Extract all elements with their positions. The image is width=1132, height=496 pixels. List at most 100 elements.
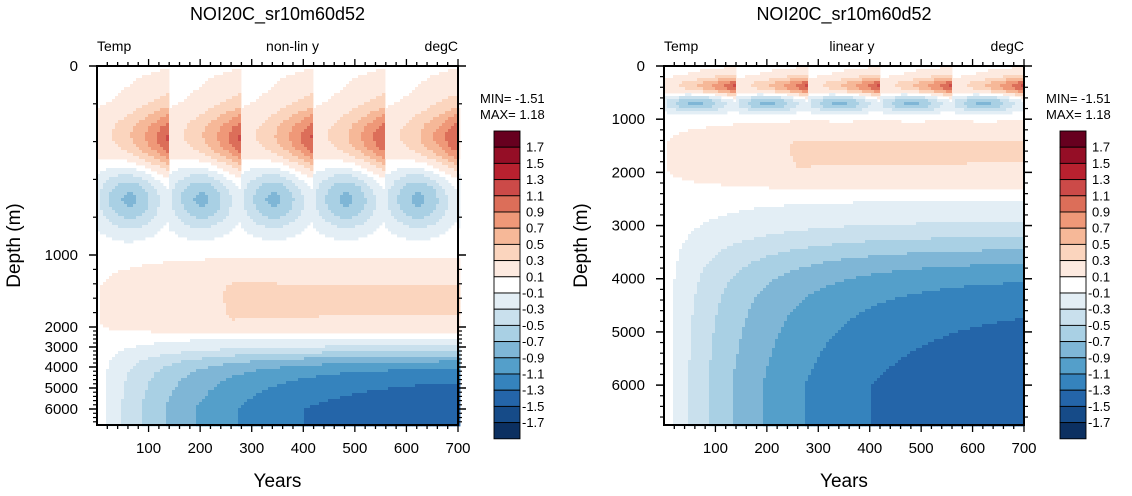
contour-cell: [367, 75, 371, 79]
contour-cell: [301, 207, 305, 211]
contour-cell: [247, 207, 251, 211]
contour-cell: [217, 117, 221, 121]
contour-cell: [364, 153, 368, 157]
contour-cell: [307, 126, 311, 130]
contour-cell: [247, 189, 251, 193]
contour-cell: [301, 210, 305, 214]
contour-cell: [115, 204, 119, 208]
contour-cell: [115, 114, 119, 118]
contour-cell: [373, 171, 377, 175]
contour-cell: [97, 138, 101, 142]
contour-cell: [115, 141, 119, 145]
contour-cell: [340, 141, 344, 145]
contour-cell: [418, 123, 422, 127]
contour-cell: [193, 102, 197, 106]
contour-cell: [235, 105, 239, 109]
contour-cell: [121, 186, 125, 190]
contour-cell: [262, 192, 266, 196]
contour-cell: [97, 144, 101, 148]
contour-cell: [367, 135, 371, 139]
contour-cell: [217, 108, 221, 112]
contour-cell: [160, 108, 164, 112]
contour-cell: [280, 81, 284, 85]
contour-cell: [307, 195, 311, 199]
contour-cell: [421, 174, 425, 178]
contour-cell: [250, 189, 254, 193]
contour-cell: [421, 138, 425, 142]
contour-cell: [214, 210, 218, 214]
contour-cell: [424, 99, 428, 103]
contour-cell: [235, 168, 239, 172]
contour-cell: [124, 120, 128, 124]
contour-cell: [166, 72, 170, 76]
contour-cell: [415, 96, 419, 100]
contour-cell: [121, 102, 125, 106]
contour-cell: [445, 204, 449, 208]
contour-cell: [274, 99, 278, 103]
contour-cell: [217, 75, 221, 79]
contour-cell: [391, 189, 395, 193]
contour-cell: [214, 189, 218, 193]
contour-cell: [190, 141, 194, 145]
contour-cell: [217, 90, 221, 94]
contour-cell: [301, 180, 305, 184]
contour-cell: [376, 147, 380, 151]
contour-cell: [199, 168, 203, 172]
contour-cell: [148, 183, 152, 187]
contour-cell: [319, 180, 323, 184]
contour-cell: [259, 204, 263, 208]
contour-cell: [115, 168, 119, 172]
contour-cell: [160, 138, 164, 142]
contour-cell: [352, 108, 356, 112]
contour-cell: [313, 153, 317, 157]
contour-cell: [421, 210, 425, 214]
contour-cell: [235, 102, 239, 106]
contour-cell: [337, 147, 341, 151]
contour-cell: [409, 108, 413, 112]
contour-cell: [328, 111, 332, 115]
contour-cell: [130, 84, 134, 88]
contour-cell: [115, 192, 119, 196]
contour-cell: [328, 192, 332, 196]
contour-cell: [373, 87, 377, 91]
contour-cell: [445, 90, 449, 94]
contour-cell: [415, 144, 419, 148]
contour-cell: [238, 102, 242, 106]
contour-cell: [433, 150, 437, 154]
contour-cell: [127, 177, 131, 181]
contour-cell: [403, 192, 407, 196]
contour-cell: [271, 120, 275, 124]
contour-cell: [406, 204, 410, 208]
contour-cell: [355, 99, 359, 103]
contour-cell: [391, 147, 395, 151]
contour-cell: [373, 192, 377, 196]
contour-cell: [376, 105, 380, 109]
contour-cell: [328, 171, 332, 175]
contour-cell: [208, 120, 212, 124]
contour-cell: [112, 102, 116, 106]
contour-cell: [151, 93, 155, 97]
contour-cell: [130, 87, 134, 91]
contour-cell: [154, 84, 158, 88]
contour-cell: [106, 123, 110, 127]
contour-cell: [319, 201, 323, 205]
contour-cell: [337, 108, 341, 112]
contour-cell: [358, 126, 362, 130]
contour-cell: [208, 147, 212, 151]
contour-cell: [391, 135, 395, 139]
contour-cell: [271, 135, 275, 139]
contour-cell: [322, 108, 326, 112]
contour-cell: [430, 108, 434, 112]
contour-cell: [310, 90, 314, 94]
contour-cell: [334, 177, 338, 181]
contour-cell: [433, 186, 437, 190]
contour-cell: [361, 213, 365, 217]
contour-cell: [358, 207, 362, 211]
contour-cell: [169, 216, 173, 220]
contour-cell: [289, 114, 293, 118]
contour-cell: [415, 117, 419, 121]
contour-cell: [214, 195, 218, 199]
contour-cell: [160, 144, 164, 148]
contour-cell: [322, 132, 326, 136]
contour-cell: [178, 186, 182, 190]
